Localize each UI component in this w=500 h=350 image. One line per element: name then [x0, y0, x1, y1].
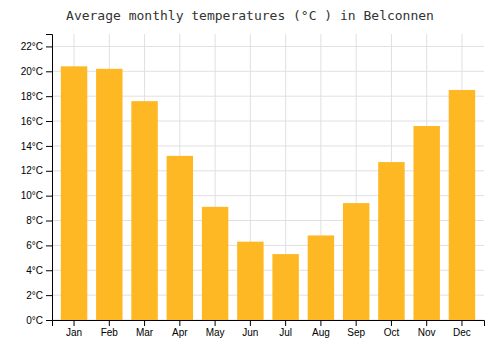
- tick-label: 12°C: [21, 165, 43, 176]
- tick-label: 20°C: [21, 66, 43, 77]
- tick: 18°C: [21, 91, 52, 102]
- tick-label: 22°C: [21, 41, 43, 52]
- x-axis: Jan Feb Mar Apr May Jun Jul Aug Sep Oct Nov Dec: [53, 320, 485, 338]
- tick: 14°C: [21, 141, 52, 152]
- tick-label: 18°C: [21, 91, 43, 102]
- tick: Jan: [66, 320, 82, 338]
- bar: [343, 203, 369, 320]
- axis-line: [53, 321, 485, 327]
- bar: [413, 126, 439, 320]
- tick-mark: [426, 320, 427, 326]
- tick-mark: [46, 245, 52, 246]
- tick: 8°C: [26, 215, 52, 226]
- bars: [61, 66, 475, 320]
- tick-mark: [46, 270, 52, 271]
- tick: Nov: [418, 320, 436, 338]
- tick: Sep: [347, 320, 365, 338]
- tick-mark: [46, 96, 52, 97]
- tick-label: Apr: [172, 327, 188, 338]
- tick-mark: [74, 320, 75, 326]
- tick-mark: [285, 320, 286, 326]
- tick-label: Sep: [347, 327, 365, 338]
- tick-mark: [356, 320, 357, 326]
- tick: 2°C: [26, 290, 52, 301]
- bar: [308, 235, 334, 320]
- tick-mark: [46, 121, 52, 122]
- tick-mark: [391, 320, 392, 326]
- tick-mark: [46, 71, 52, 72]
- tick-label: Nov: [418, 327, 436, 338]
- tick-label: 10°C: [21, 190, 43, 201]
- tick-mark: [46, 196, 52, 197]
- tick: 4°C: [26, 265, 52, 276]
- tick-label: Jun: [242, 327, 258, 338]
- bar: [449, 90, 475, 320]
- tick-mark: [46, 146, 52, 147]
- tick-label: Jul: [279, 327, 292, 338]
- tick-label: May: [206, 327, 225, 338]
- tick-mark: [46, 320, 52, 321]
- tick-mark: [109, 320, 110, 326]
- bar: [61, 66, 87, 320]
- tick-label: Aug: [312, 327, 330, 338]
- bar: [131, 101, 157, 320]
- bar: [96, 69, 122, 320]
- tick: 22°C: [21, 41, 52, 52]
- tick: 6°C: [26, 240, 52, 251]
- bar: [202, 207, 228, 320]
- tick-label: 2°C: [26, 290, 43, 301]
- tick-label: 16°C: [21, 116, 43, 127]
- chart: Jan Feb Mar Apr May Jun Jul Aug Sep Oct Nov Dec 0°C 2…: [0, 0, 500, 350]
- title: Average monthly temperatures (°C ) in Be…: [66, 8, 434, 23]
- tick-mark: [250, 320, 251, 326]
- tick: Jun: [242, 320, 258, 338]
- tick: 20°C: [21, 66, 52, 77]
- bar: [237, 242, 263, 320]
- tick: Mar: [136, 320, 154, 338]
- tick-mark: [320, 320, 321, 326]
- tick-mark: [46, 295, 52, 296]
- tick-mark: [46, 221, 52, 222]
- tick: 16°C: [21, 116, 52, 127]
- tick: Apr: [172, 320, 188, 338]
- bar: [167, 156, 193, 320]
- tick-mark: [461, 320, 462, 326]
- tick-label: 8°C: [26, 215, 43, 226]
- tick-label: 4°C: [26, 265, 43, 276]
- bar: [378, 162, 404, 320]
- tick: Aug: [312, 320, 330, 338]
- tick: 12°C: [21, 165, 52, 176]
- tick: Feb: [101, 320, 119, 338]
- y-axis: 0°C 2°C 4°C 6°C 8°C 10°C 12°C 14°C 16°C 18°C 20°C 2…: [21, 35, 53, 326]
- grid: [52, 34, 484, 320]
- tick-mark: [215, 320, 216, 326]
- tick-label: Feb: [101, 327, 119, 338]
- tick-label: 14°C: [21, 141, 43, 152]
- tick: Jul: [279, 320, 292, 338]
- tick-label: Jan: [66, 327, 82, 338]
- grid-line: [52, 46, 484, 47]
- tick-mark: [144, 320, 145, 326]
- tick-label: 6°C: [26, 240, 43, 251]
- tick: Dec: [453, 320, 471, 338]
- tick-label: Dec: [453, 327, 471, 338]
- tick-mark: [46, 171, 52, 172]
- tick: 0°C: [26, 315, 52, 326]
- tick-label: 0°C: [26, 315, 43, 326]
- tick: Oct: [384, 320, 400, 338]
- tick-label: Mar: [136, 327, 154, 338]
- axis-line: [46, 35, 53, 321]
- tick-mark: [179, 320, 180, 326]
- bar: [272, 254, 298, 320]
- plot: Jan Feb Mar Apr May Jun Jul Aug Sep Oct Nov Dec 0°C 2…: [21, 34, 485, 338]
- tick: May: [206, 320, 225, 338]
- tick: 10°C: [21, 190, 52, 201]
- tick-label: Oct: [384, 327, 400, 338]
- tick-mark: [46, 46, 52, 47]
